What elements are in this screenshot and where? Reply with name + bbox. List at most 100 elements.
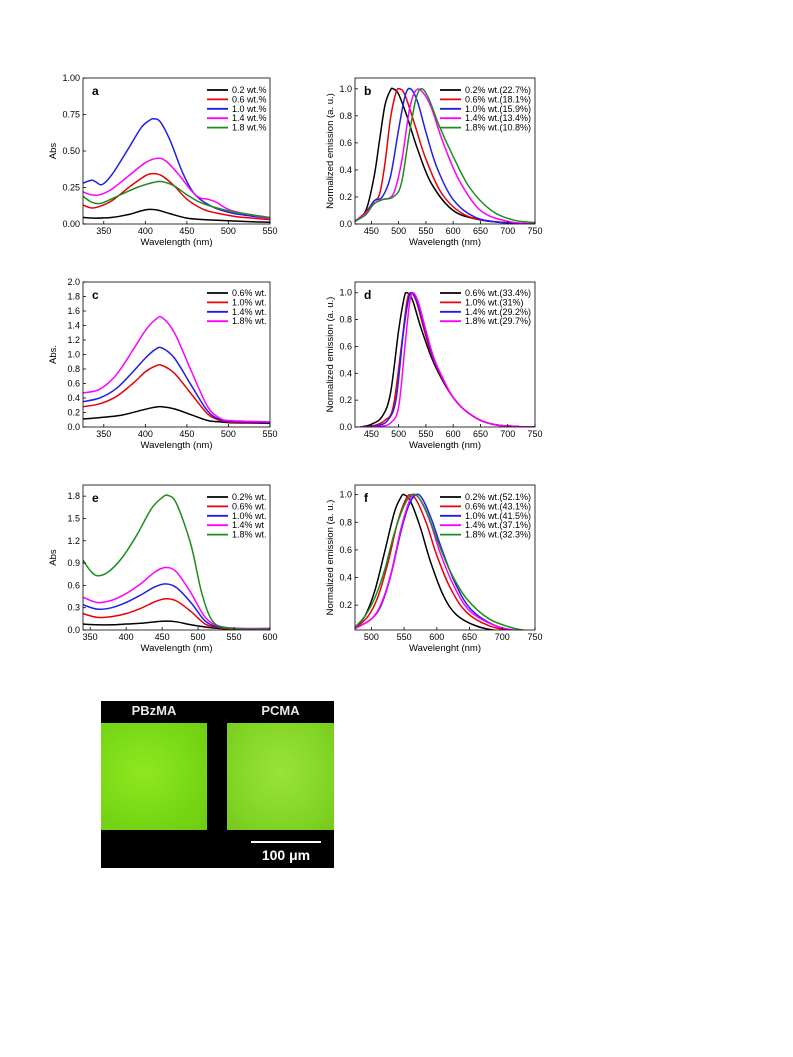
series-lines [83, 494, 270, 630]
x-tick-label: 350 [96, 429, 111, 439]
chart-panel-c: 350 400 450 500 550 0.0 0.2 0.4 0.6 0.8 1.0 1.2 1.4 1… [48, 277, 278, 451]
series-lines [83, 118, 270, 223]
x-tick-label: 750 [527, 429, 542, 439]
y-tick-label: 0.0 [339, 219, 352, 229]
y-axis-label: Abs [48, 143, 59, 160]
x-tick-label: 600 [446, 226, 461, 236]
y-tick-label: 1.8 [67, 292, 80, 302]
y-tick-label: 0.8 [339, 315, 352, 325]
x-axis-label: Wavelength (nm) [141, 440, 213, 451]
x-tick-label: 750 [527, 226, 542, 236]
x-tick-label: 450 [155, 632, 170, 642]
pcma-label: PCMA [261, 703, 300, 718]
series-line-a-2 [83, 118, 270, 219]
legend-entry: 0.6 wt.% [232, 94, 267, 104]
x-tick-label: 450 [364, 429, 379, 439]
y-tick-label: 0.4 [339, 573, 352, 583]
x-tick-label: 650 [473, 226, 488, 236]
x-tick-label: 550 [418, 226, 433, 236]
series-line-b-4 [355, 88, 535, 224]
chart-panel-a: 350 400 450 500 550 0.00 0.25 0.50 0.75 1.00 Wavel… [48, 73, 278, 248]
x-tick-label: 550 [262, 226, 277, 236]
x-tick-label: 400 [138, 429, 153, 439]
series-lines [355, 493, 529, 630]
series-line-d-3 [360, 291, 535, 427]
y-tick-label: 0.00 [62, 219, 80, 229]
legend-entry: 0.6% wt. [232, 501, 267, 511]
legend-entry: 1.4% wt.(37.1%) [465, 520, 531, 530]
y-tick-label: 1.0 [339, 84, 352, 94]
y-tick-label: 0.4 [339, 368, 352, 378]
legend-entry: 1.4% wt [232, 520, 265, 530]
y-tick-label: 1.5 [67, 513, 80, 523]
series-line-a-1 [83, 172, 270, 221]
panel-letter: f [364, 491, 369, 505]
legend-entry: 0.6% wt.(43.1%) [465, 501, 531, 511]
legend-entry: 0.2 wt.% [232, 85, 267, 95]
legend-entry: 0.6% wt.(18.1%) [465, 94, 531, 104]
y-tick-label: 0.50 [62, 146, 80, 156]
fluorescence-micrograph: PBzMA PCMA 100 μm [101, 701, 334, 868]
series-lines [355, 87, 535, 224]
scale-bar-label: 100 μm [261, 847, 311, 863]
series-line-a-0 [83, 208, 270, 223]
x-tick-label: 400 [138, 226, 153, 236]
y-tick-label: 0.6 [67, 580, 80, 590]
chart-panel-e: 350 400 450 500 550 600 0.0 0.3 0.6 0.9 1.2 1.5 1.8 W… [48, 484, 278, 654]
legend-entry: 1.8% wt. [232, 530, 267, 540]
legend-entry: 1.0% wt.(15.9%) [465, 104, 531, 114]
series-line-f-1 [355, 493, 512, 630]
pbzma-label: PBzMA [131, 703, 177, 718]
x-axis-label: Wavelength (nm) [141, 643, 213, 654]
plot-frame [82, 484, 271, 631]
x-tick-label: 500 [221, 429, 236, 439]
legend-entry: 0.2% wt.(22.7%) [465, 85, 531, 95]
x-tick-label: 650 [473, 429, 488, 439]
y-tick-label: 1.0 [67, 350, 80, 360]
legend-entry: 1.8% wt.(10.8%) [465, 123, 531, 133]
panel-letter: d [364, 288, 371, 302]
legend-entry: 1.4% wt. [232, 307, 267, 317]
x-tick-label: 550 [397, 632, 412, 642]
plot-frame [354, 281, 536, 428]
x-tick-label: 700 [495, 632, 510, 642]
y-tick-label: 0.3 [67, 603, 80, 613]
series-line-b-2 [355, 87, 535, 224]
y-tick-label: 1.6 [67, 306, 80, 316]
x-tick-label: 450 [364, 226, 379, 236]
legend-entry: 1.4 wt.% [232, 113, 267, 123]
legend-entry: 1.0% wt.(31%) [465, 297, 524, 307]
y-tick-label: 2.0 [67, 277, 80, 287]
x-tick-label: 500 [391, 429, 406, 439]
legend: 0.2% wt.0.6% wt.1.0% wt.1.4% wt1.8% wt. [207, 492, 267, 540]
y-tick-label: 1.0 [339, 288, 352, 298]
x-tick-label: 550 [262, 429, 277, 439]
x-tick-label: 500 [221, 226, 236, 236]
y-tick-label: 1.2 [67, 536, 80, 546]
x-tick-label: 450 [179, 429, 194, 439]
x-tick-label: 750 [527, 632, 542, 642]
y-tick-label: 0.2 [339, 192, 352, 202]
x-axis-label: Wavelength (nm) [141, 237, 213, 248]
series-line-a-4 [83, 180, 270, 219]
panel-letter: c [92, 288, 99, 302]
panel-letter: e [92, 491, 99, 505]
legend-entry: 0.2% wt.(52.1%) [465, 492, 531, 502]
y-tick-label: 0.8 [339, 517, 352, 527]
legend-entry: 1.0% wt. [232, 511, 267, 521]
legend-entry: 1.8% wt. [232, 316, 267, 326]
y-tick-label: 0.8 [339, 111, 352, 121]
chart-panel-b: 450 500 550 600 650 700 750 0.0 0.2 0.4 0.6 0.8 1.0 W… [325, 77, 543, 248]
x-tick-label: 600 [446, 429, 461, 439]
x-axis-label: Wavelength (nm) [409, 237, 481, 248]
scale-bar [251, 841, 321, 843]
series-line-e-4 [83, 494, 270, 630]
series-lines [360, 291, 535, 427]
series-line-f-4 [355, 493, 529, 630]
x-tick-label: 600 [429, 632, 444, 642]
legend-entry: 1.8 wt.% [232, 123, 267, 133]
series-line-c-2 [83, 346, 270, 424]
y-tick-label: 1.8 [67, 491, 80, 501]
y-tick-label: 0.9 [67, 558, 80, 568]
